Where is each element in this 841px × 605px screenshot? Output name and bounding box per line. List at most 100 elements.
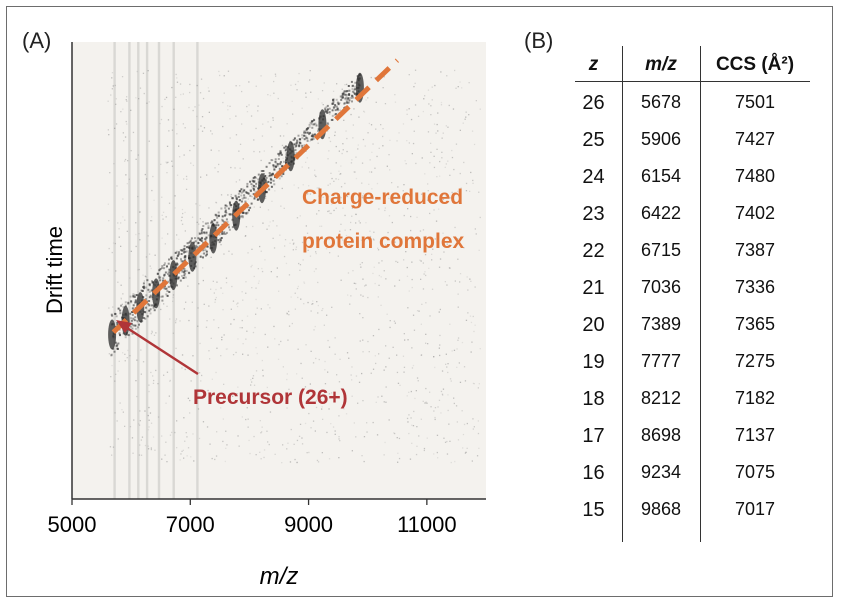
noise-dot [210, 130, 212, 132]
noise-dot [121, 76, 124, 78]
noise-dot [148, 101, 150, 103]
noise-dot [279, 135, 282, 137]
noise-dot [292, 243, 295, 245]
band-dot [130, 322, 133, 325]
band-dot [163, 264, 166, 266]
band-dot [351, 94, 353, 97]
noise-dot [237, 435, 239, 437]
noise-dot [141, 436, 144, 438]
noise-dot [208, 90, 210, 92]
band-dot [131, 307, 134, 310]
streak [196, 42, 199, 499]
noise-dot [425, 274, 427, 277]
noise-dot [277, 97, 279, 100]
band-dot [228, 226, 230, 229]
noise-dot [245, 281, 247, 283]
band-dot [163, 274, 165, 277]
noise-dot [238, 445, 240, 447]
band-dot [240, 191, 243, 194]
noise-dot [286, 378, 288, 381]
band-dot [346, 90, 349, 92]
noise-dot [434, 238, 436, 240]
noise-dot [308, 451, 310, 454]
band-dot [305, 129, 308, 132]
streak [137, 42, 140, 499]
noise-dot [290, 428, 292, 431]
noise-dot [415, 390, 417, 392]
noise-dot [290, 84, 292, 86]
noise-dot [184, 440, 186, 442]
noise-dot [406, 140, 408, 142]
band-dot [146, 279, 149, 282]
noise-dot [288, 388, 290, 390]
noise-dot [267, 121, 269, 123]
noise-dot [122, 216, 124, 218]
noise-dot [256, 307, 258, 309]
noise-dot [372, 238, 375, 240]
noise-dot [419, 230, 422, 232]
noise-dot [374, 77, 376, 79]
noise-dot [336, 374, 338, 376]
noise-dot [361, 182, 363, 184]
noise-dot [210, 395, 212, 397]
band-dot [306, 139, 309, 142]
band-dot [221, 215, 224, 218]
noise-dot [283, 135, 285, 137]
noise-dot [253, 384, 256, 386]
noise-dot [115, 373, 117, 375]
band-dot [148, 290, 151, 293]
noise-dot [340, 186, 343, 188]
noise-dot [417, 380, 419, 382]
band-dot [168, 291, 171, 293]
noise-dot [393, 320, 396, 322]
band-dot [353, 91, 356, 94]
noise-dot [206, 233, 208, 235]
band-dot [348, 93, 351, 96]
band-dot [241, 214, 244, 217]
noise-dot [111, 88, 113, 90]
noise-dot [150, 371, 152, 374]
noise-dot [340, 223, 342, 225]
noise-dot [264, 259, 266, 261]
noise-dot [215, 201, 217, 204]
noise-dot [309, 255, 312, 257]
band-dot [132, 293, 135, 296]
band-dot [285, 153, 288, 156]
noise-dot [139, 211, 141, 213]
band-dot [326, 108, 329, 111]
noise-dot [178, 145, 180, 147]
noise-dot [255, 85, 257, 87]
band-dot [305, 136, 308, 139]
noise-dot [339, 230, 341, 232]
noise-dot [323, 324, 325, 326]
noise-dot [295, 246, 298, 248]
noise-dot [185, 301, 187, 303]
noise-dot [183, 308, 185, 310]
noise-dot [374, 355, 376, 357]
noise-dot [420, 260, 422, 262]
noise-dot [280, 340, 282, 343]
band-dot [197, 242, 200, 244]
noise-dot [415, 162, 417, 165]
band-dot [194, 244, 197, 247]
band-dot [199, 238, 202, 241]
band-dot [117, 342, 120, 345]
noise-dot [375, 362, 377, 365]
noise-dot [174, 195, 176, 197]
noise-dot [187, 285, 189, 287]
noise-dot [111, 454, 113, 456]
noise-dot [210, 288, 212, 290]
band-dot [310, 135, 313, 137]
noise-dot [399, 384, 401, 386]
noise-dot [465, 111, 467, 113]
band-dot [110, 313, 113, 316]
noise-dot [464, 452, 467, 454]
band-dot [130, 319, 133, 322]
band-dot [335, 98, 338, 101]
band-dot [301, 134, 304, 137]
noise-dot [452, 108, 455, 110]
noise-dot [260, 308, 262, 310]
noise-dot [135, 233, 137, 236]
band-dot [253, 176, 256, 178]
band-dot [346, 97, 349, 100]
